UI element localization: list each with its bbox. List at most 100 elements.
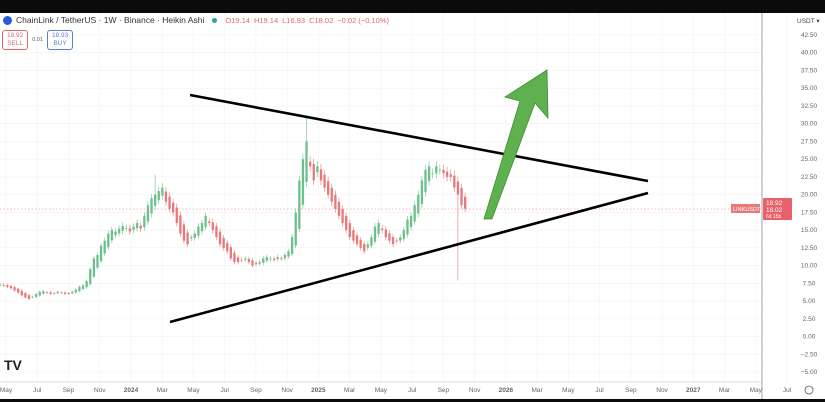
candle: [427, 166, 431, 182]
buy-button[interactable]: 18.93 BUY: [47, 30, 74, 50]
candle: [460, 188, 463, 206]
time-tick: 2026: [499, 387, 514, 394]
time-tick: Mar: [531, 387, 543, 394]
candle: [13, 287, 16, 291]
candle: [0, 284, 2, 286]
chart-header: ChainLink / TetherUS · 1W · Binance · He…: [3, 15, 389, 25]
candle: [179, 215, 182, 234]
candle: [20, 290, 23, 296]
candle: [290, 237, 294, 255]
settings-icon[interactable]: [804, 385, 814, 395]
time-tick: Jul: [408, 387, 417, 394]
time-tick: Sep: [63, 387, 75, 394]
candle: [71, 291, 74, 294]
candle: [348, 223, 351, 238]
candle: [406, 219, 409, 235]
candle: [384, 229, 387, 238]
time-tick: May: [375, 387, 388, 394]
candle: [9, 285, 13, 289]
price-tick: 12.50: [801, 245, 818, 252]
candle: [128, 228, 132, 232]
candle: [247, 259, 251, 263]
candle: [341, 208, 344, 224]
candle: [56, 291, 59, 294]
symbol-label: LINKUSDT: [733, 207, 761, 213]
candle: [305, 141, 308, 182]
time-tick: Jul: [33, 387, 42, 394]
candle: [399, 237, 402, 241]
trendline-upper[interactable]: [189, 93, 649, 183]
candle: [276, 257, 279, 260]
candle: [49, 292, 52, 294]
candle: [99, 245, 103, 262]
candle: [240, 259, 243, 261]
candle: [334, 194, 337, 209]
countdown-label: 6d 15h: [766, 214, 782, 220]
candle: [363, 243, 366, 252]
candle: [435, 166, 438, 174]
price-tick: 25.00: [801, 156, 818, 163]
candle: [67, 293, 70, 295]
candle: [2, 284, 5, 286]
candle: [308, 161, 312, 167]
candle: [197, 226, 200, 236]
candle: [337, 201, 341, 216]
price-tick: 35.00: [801, 85, 818, 92]
spread: 0.01: [32, 37, 43, 43]
candle: [280, 258, 283, 259]
candle: [352, 230, 355, 241]
candle: [60, 292, 63, 294]
candle: [445, 171, 449, 177]
price-tick: 30.00: [801, 121, 818, 128]
candle: [456, 181, 460, 195]
candle: [463, 196, 467, 209]
price-tick: 27.50: [801, 138, 818, 145]
candle: [417, 194, 420, 214]
last-price-label: 18.02: [766, 207, 783, 214]
candle: [146, 205, 150, 222]
candle: [236, 257, 240, 263]
bottom-bar: [0, 399, 825, 402]
time-tick: Jul: [595, 387, 604, 394]
candle: [359, 239, 362, 248]
candle: [345, 215, 348, 231]
time-tick: Mar: [344, 387, 356, 394]
currency-selector[interactable]: USDT ▾: [797, 18, 820, 25]
candle: [298, 180, 301, 229]
time-tick: May: [562, 387, 575, 394]
ohlc-low: L16.93: [282, 15, 306, 25]
arrow-up-icon[interactable]: [483, 69, 549, 220]
symbol-title[interactable]: ChainLink / TetherUS · 1W · Binance · He…: [16, 15, 205, 25]
candle: [229, 247, 232, 259]
sell-button[interactable]: 18.92 SELL: [2, 30, 29, 50]
candle: [182, 224, 186, 241]
candle: [190, 237, 193, 239]
trendline-lower[interactable]: [169, 191, 649, 324]
trade-panel: 18.92 SELL 0.01 18.93 BUY: [2, 30, 74, 50]
sell-label: SELL: [7, 40, 24, 47]
price-tick: 2.50: [803, 316, 816, 323]
candle: [121, 225, 124, 232]
candle: [312, 163, 315, 181]
price-tick: 40.00: [801, 50, 818, 57]
time-tick: 2024: [124, 387, 139, 394]
candle: [254, 263, 258, 265]
time-tick: May: [187, 387, 200, 394]
candle: [283, 254, 287, 259]
candle: [327, 181, 330, 195]
price-tick: 22.50: [801, 174, 818, 181]
buy-label: BUY: [53, 40, 67, 47]
candle: [132, 226, 135, 230]
candle: [63, 292, 67, 294]
time-tick: Jul: [783, 387, 792, 394]
candle: [42, 291, 45, 294]
price-tick: 0.00: [803, 334, 816, 341]
candle: [172, 202, 175, 213]
candle: [78, 286, 81, 292]
candle: [204, 215, 207, 228]
candle: [96, 254, 99, 268]
buy-price: 18.93: [52, 32, 69, 39]
time-tick: Sep: [625, 387, 637, 394]
price-tick: 17.50: [801, 209, 818, 216]
